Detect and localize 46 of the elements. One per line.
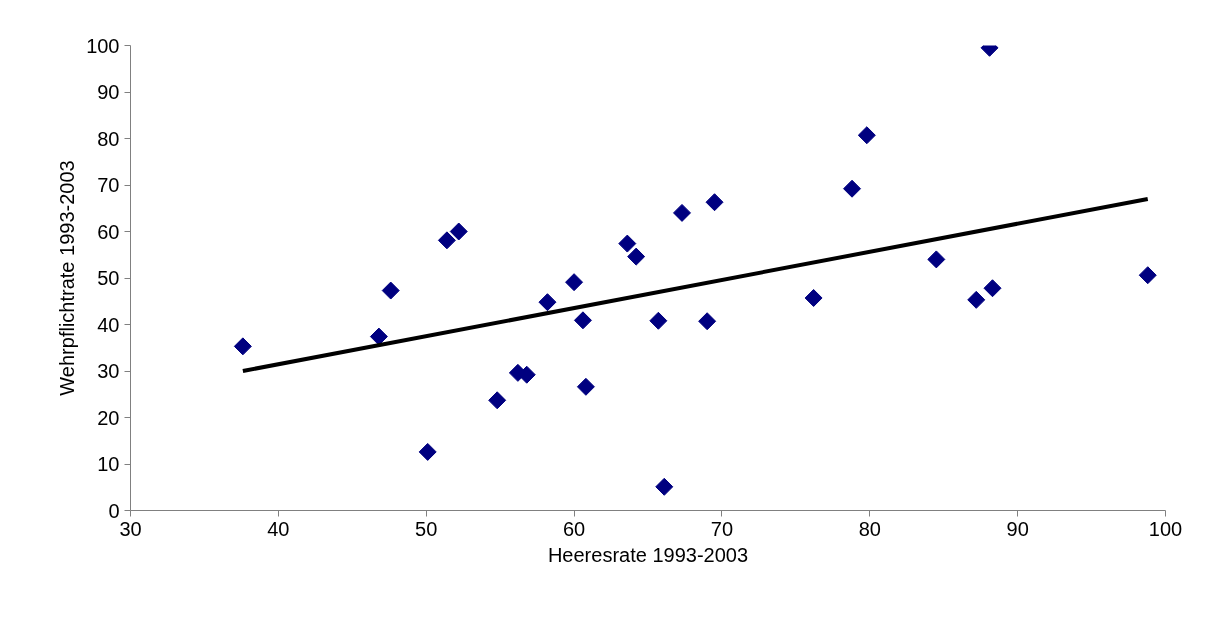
x-tick-label: 70 (710, 517, 734, 540)
y-tick-label: 0 (108, 499, 120, 522)
point (927, 250, 946, 269)
x-tick-label: 80 (858, 517, 881, 540)
y-tick-label: 70 (97, 174, 120, 196)
point (573, 311, 592, 330)
point (437, 231, 456, 250)
point (381, 281, 400, 300)
y-tick-label: 40 (97, 313, 120, 336)
point (698, 312, 717, 331)
point (649, 311, 668, 330)
point (843, 179, 862, 198)
point (627, 247, 646, 266)
point (618, 234, 637, 253)
y-tick-label: 90 (97, 81, 120, 103)
point (705, 193, 724, 212)
point (418, 442, 437, 461)
x-tick-label: 40 (267, 517, 290, 540)
y-tick-label: 60 (97, 220, 120, 243)
x-tick-label: 30 (119, 517, 142, 540)
point (1138, 266, 1157, 285)
point (673, 203, 691, 222)
y-tick-label: 100 (86, 34, 120, 57)
point (804, 289, 823, 307)
x-tick-label: 60 (562, 517, 586, 540)
point (565, 273, 584, 292)
y-axis-title: Wehrpflichtrate 1993-2003 (56, 160, 79, 396)
x-tick-label: 90 (1006, 517, 1029, 540)
x-axis-title: Heeresrate 1993-2003 (547, 543, 749, 566)
y-tick-label: 30 (97, 360, 120, 382)
y-tick-label: 20 (97, 406, 120, 429)
point (655, 477, 674, 496)
point (967, 290, 986, 309)
point (576, 377, 595, 396)
point (488, 391, 507, 410)
point (538, 293, 557, 312)
point (983, 279, 1002, 298)
point (369, 327, 388, 346)
y-tick-label: 50 (97, 267, 120, 289)
x-tick-label: 50 (415, 517, 438, 540)
point (449, 222, 468, 241)
x-tick-label: 100 (1148, 517, 1183, 540)
point (857, 126, 876, 145)
y-tick-label: 80 (97, 127, 120, 150)
point (233, 337, 252, 356)
y-tick-label: 10 (97, 453, 120, 475)
